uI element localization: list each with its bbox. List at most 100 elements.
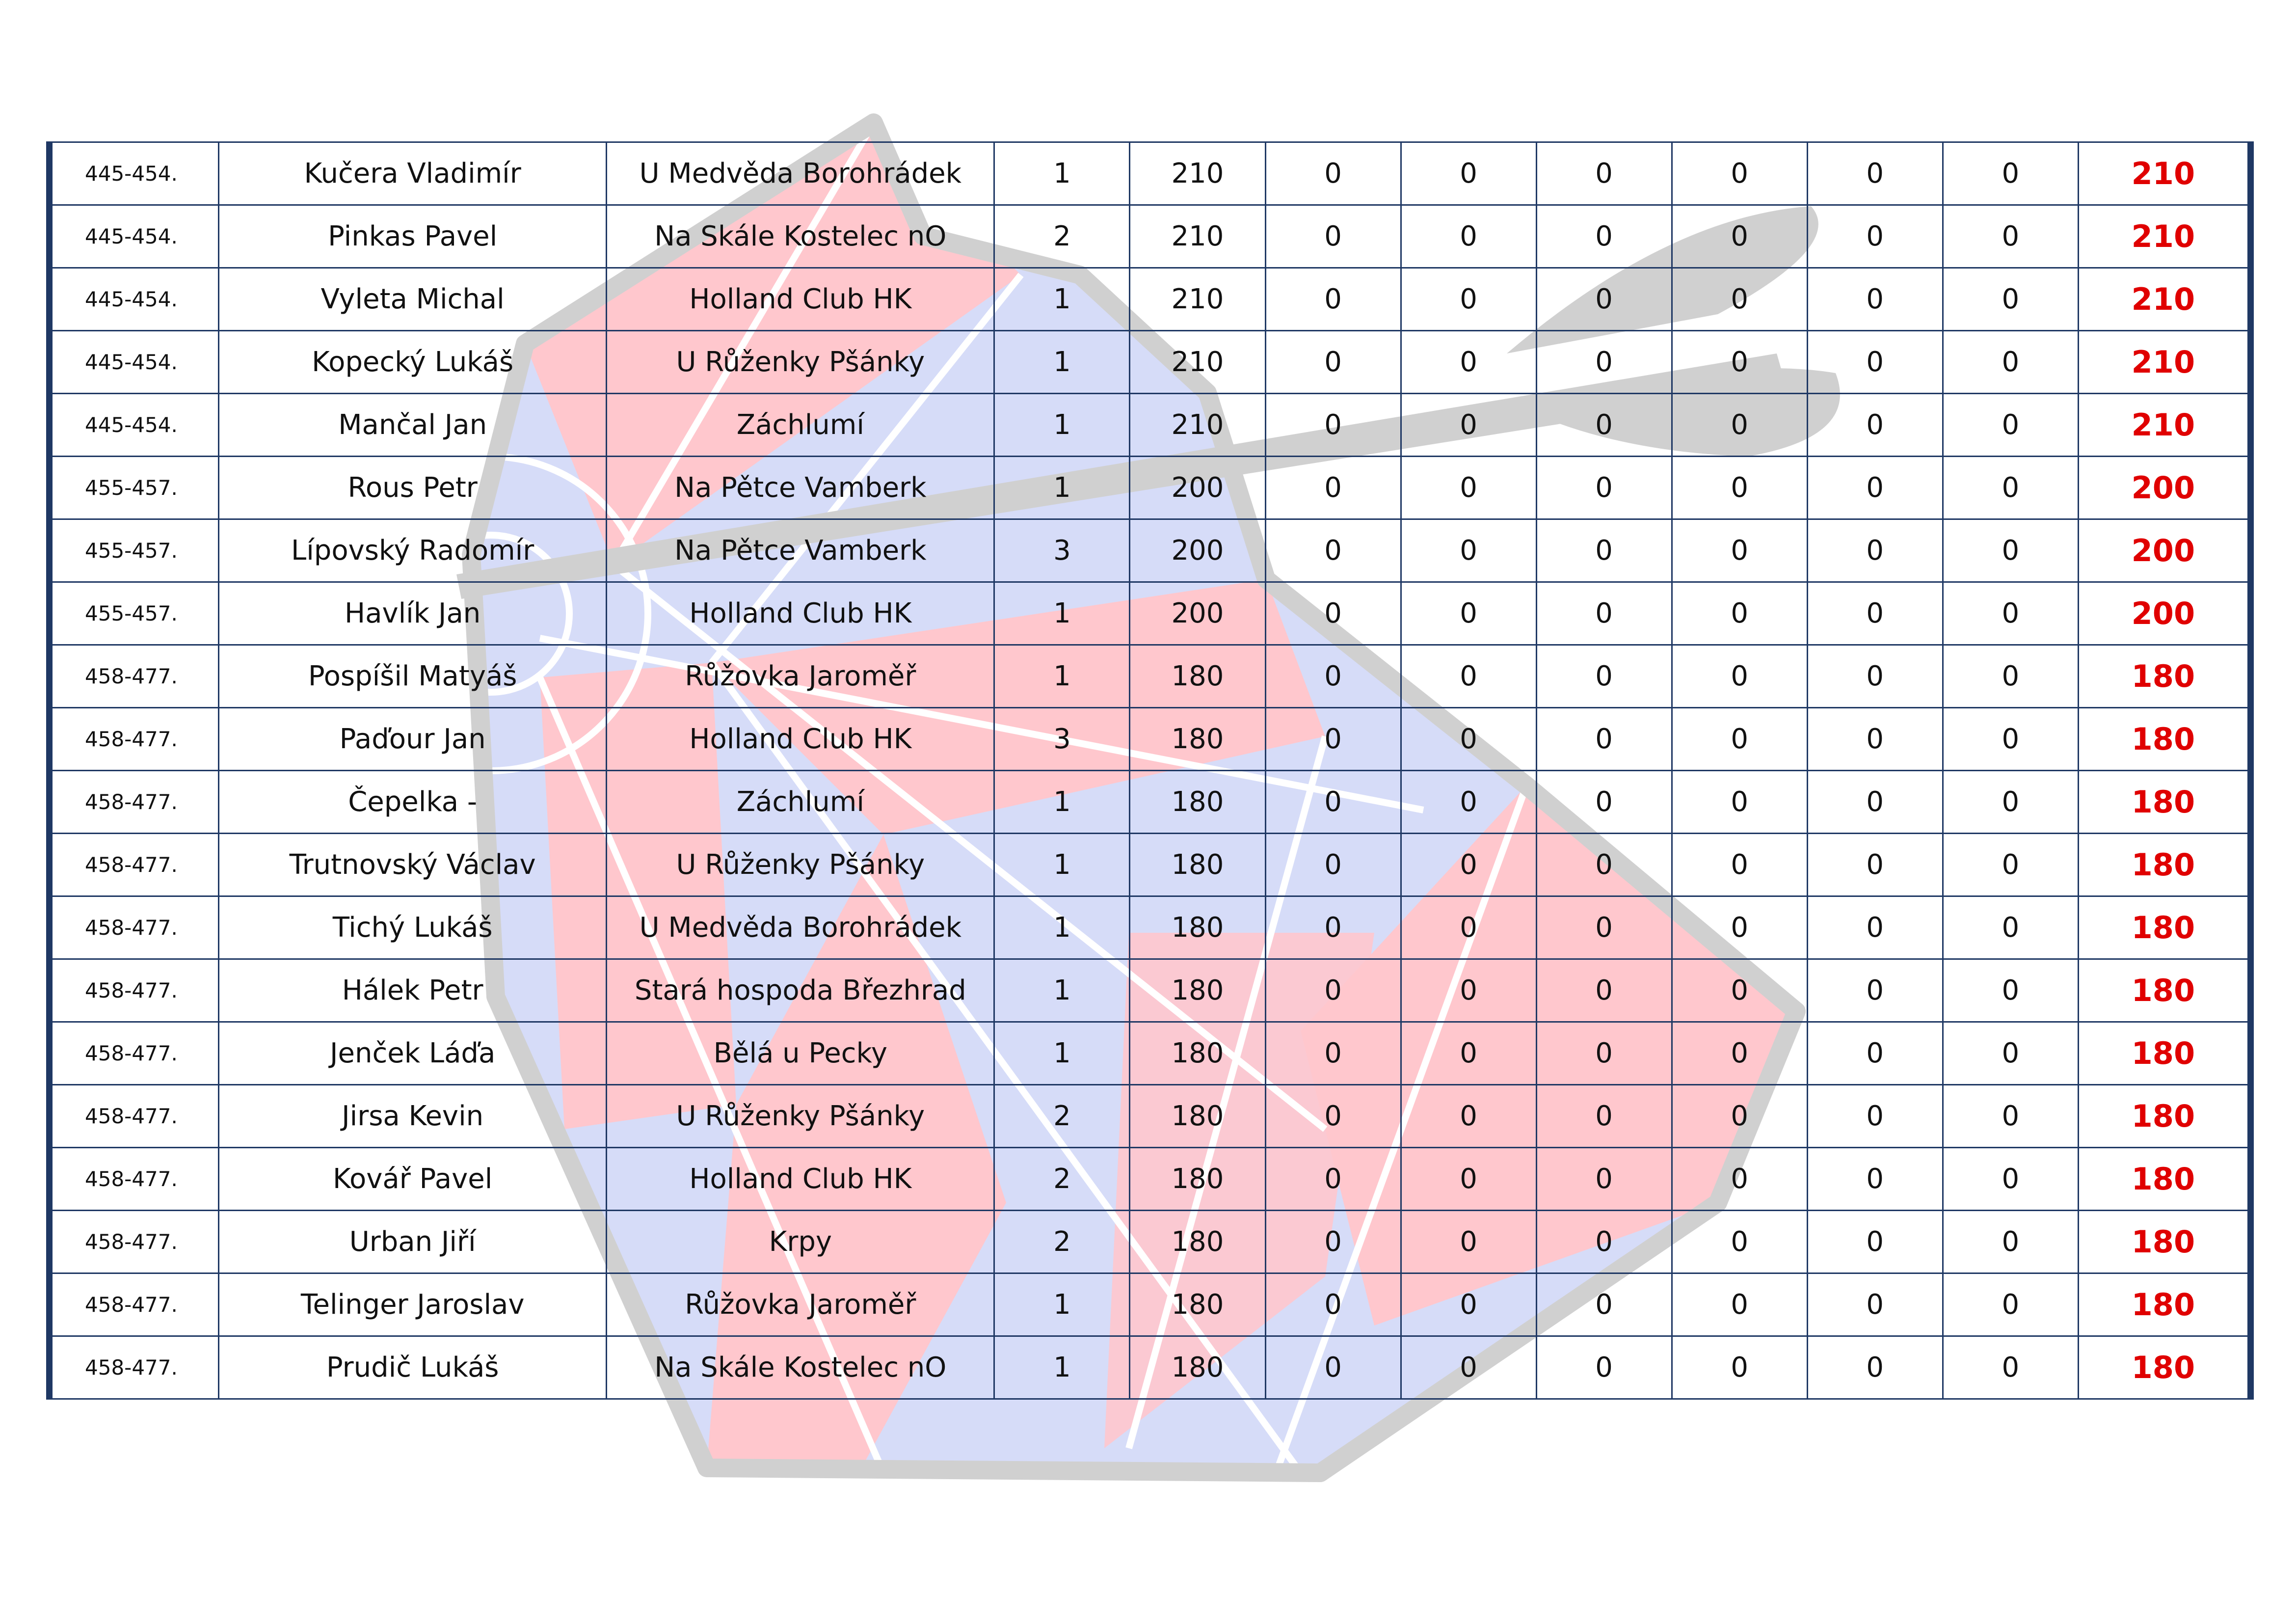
score-cell: 3 [993,707,1131,771]
score-cell: 0 [1671,456,1808,520]
club-cell: U Růženky Pšánky [606,833,995,897]
score-cell: 0 [1400,204,1537,269]
score-cell: 2 [993,1147,1131,1211]
total-points-cell: 180 [2077,1147,2249,1211]
player-name-cell: Jenček Láďa [218,1021,608,1085]
table-row: 458-477. Pospíšil Matyáš Růžovka Jaroměř 1 1… [51,644,2249,708]
score-cell: 0 [1535,895,1673,960]
score-cell: 0 [1264,958,1402,1023]
total-points-cell: 180 [2077,1272,2249,1337]
rank-cell: 458-477. [51,958,220,1023]
score-cell: 1 [993,393,1131,457]
player-name-cell: Kučera Vladimír [218,141,608,206]
score-cell: 180 [1129,644,1266,708]
rank-cell: 458-477. [51,1210,220,1274]
score-cell: 0 [1264,581,1402,646]
rank-cell: 445-454. [51,141,220,206]
score-cell: 0 [1942,330,2079,394]
score-cell: 0 [1264,456,1402,520]
score-cell: 0 [1806,581,1944,646]
score-cell: 180 [1129,770,1266,834]
score-cell: 0 [1942,393,2079,457]
score-cell: 0 [1942,1272,2079,1337]
score-cell: 0 [1942,644,2079,708]
score-cell: 0 [1671,1084,1808,1148]
score-cell: 0 [1942,833,2079,897]
score-cell: 0 [1806,1147,1944,1211]
player-name-cell: Urban Jiří [218,1210,608,1274]
score-cell: 0 [1535,1272,1673,1337]
score-cell: 0 [1806,393,1944,457]
player-name-cell: Mančal Jan [218,393,608,457]
score-cell: 0 [1942,456,2079,520]
score-cell: 0 [1942,770,2079,834]
score-cell: 1 [993,330,1131,394]
table-row: 458-477. Urban Jiří Krpy 2 180 0 0 0 0 0 0 180 [51,1210,2249,1274]
total-points-cell: 210 [2077,267,2249,331]
club-cell: Krpy [606,1210,995,1274]
score-cell: 0 [1942,581,2079,646]
score-cell: 0 [1806,1210,1944,1274]
player-name-cell: Rous Petr [218,456,608,520]
club-cell: Na Skále Kostelec nO [606,204,995,269]
rank-cell: 455-457. [51,456,220,520]
score-cell: 0 [1535,644,1673,708]
score-cell: 200 [1129,518,1266,583]
rank-cell: 458-477. [51,1335,220,1400]
score-cell: 180 [1129,1147,1266,1211]
score-cell: 0 [1400,770,1537,834]
score-cell: 0 [1942,1084,2079,1148]
score-cell: 0 [1535,1084,1673,1148]
score-cell: 2 [993,204,1131,269]
score-cell: 0 [1535,581,1673,646]
player-name-cell: Vyleta Michal [218,267,608,331]
score-cell: 200 [1129,456,1266,520]
score-cell: 1 [993,267,1131,331]
score-cell: 0 [1806,895,1944,960]
score-cell: 0 [1400,644,1537,708]
score-cell: 0 [1806,267,1944,331]
player-name-cell: Čepelka - [218,770,608,834]
score-cell: 0 [1671,267,1808,331]
table-row: 445-454. Mančal Jan Záchlumí 1 210 0 0 0 0 0 0 210 [51,393,2249,457]
table-row: 455-457. Rous Petr Na Pětce Vamberk 1 200 0 0 0… [51,456,2249,520]
player-name-cell: Jirsa Kevin [218,1084,608,1148]
table-row: 445-454. Kopecký Lukáš U Růženky Pšánky 1 21… [51,330,2249,394]
score-cell: 0 [1400,1210,1537,1274]
total-points-cell: 180 [2077,1021,2249,1085]
score-cell: 0 [1264,1335,1402,1400]
player-name-cell: Kopecký Lukáš [218,330,608,394]
total-points-cell: 210 [2077,393,2249,457]
club-cell: Holland Club HK [606,1147,995,1211]
table-row: 445-454. Vyleta Michal Holland Club HK 1 210… [51,267,2249,331]
score-cell: 180 [1129,1272,1266,1337]
rank-cell: 458-477. [51,1084,220,1148]
score-cell: 0 [1671,707,1808,771]
score-cell: 0 [1400,267,1537,331]
total-points-cell: 210 [2077,204,2249,269]
table-row: 445-454. Kučera Vladimír U Medvěda Borohrá… [51,141,2249,206]
rank-cell: 455-457. [51,581,220,646]
score-cell: 210 [1129,393,1266,457]
total-points-cell: 180 [2077,1335,2249,1400]
score-cell: 1 [993,895,1131,960]
score-cell: 0 [1535,1147,1673,1211]
score-cell: 0 [1806,1335,1944,1400]
player-name-cell: Paďour Jan [218,707,608,771]
score-cell: 0 [1264,1021,1402,1085]
club-cell: Holland Club HK [606,581,995,646]
score-cell: 0 [1535,456,1673,520]
score-cell: 0 [1400,141,1537,206]
rank-cell: 458-477. [51,1272,220,1337]
score-cell: 0 [1535,1210,1673,1274]
score-cell: 0 [1942,958,2079,1023]
score-cell: 0 [1671,958,1808,1023]
rank-cell: 445-454. [51,330,220,394]
score-cell: 0 [1264,1210,1402,1274]
club-cell: U Medvěda Borohrádek [606,895,995,960]
score-cell: 0 [1671,833,1808,897]
score-cell: 0 [1671,204,1808,269]
score-cell: 210 [1129,267,1266,331]
club-cell: Růžovka Jaroměř [606,1272,995,1337]
score-cell: 0 [1264,141,1402,206]
